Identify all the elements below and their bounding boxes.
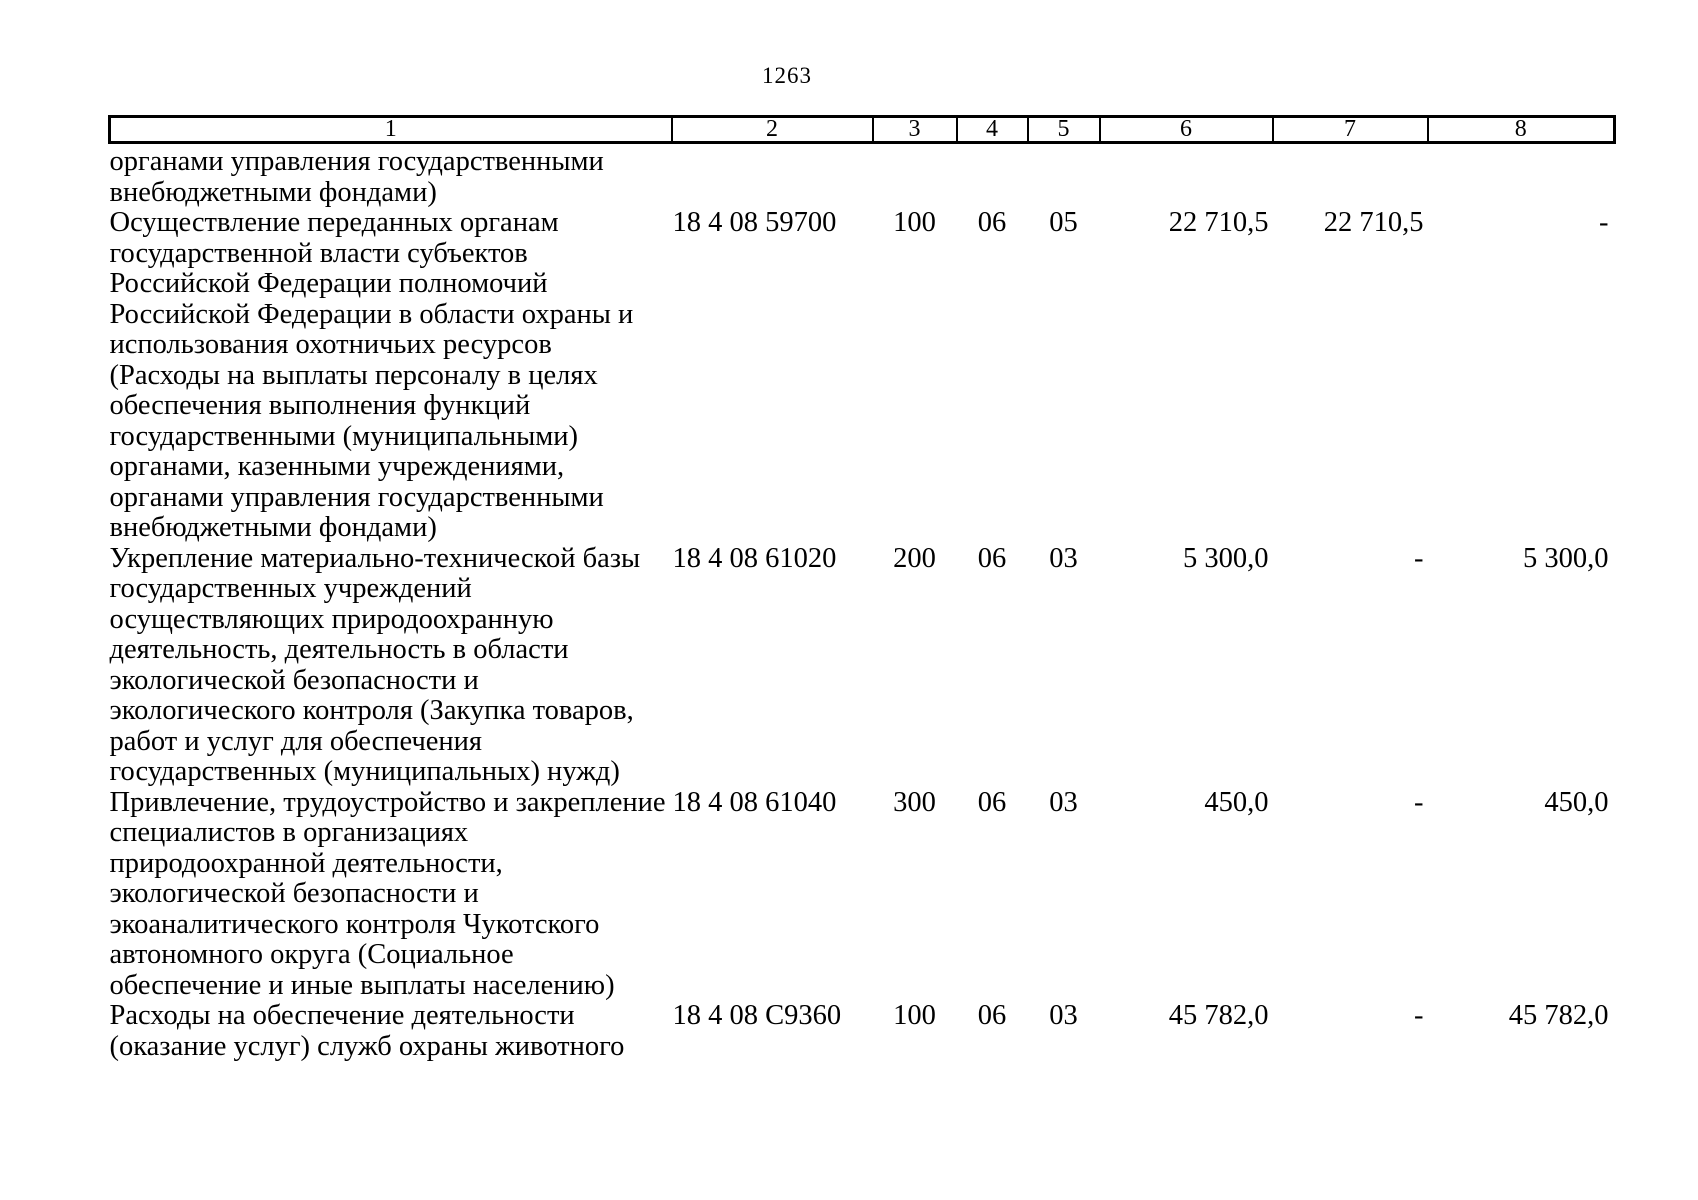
cell-code: 18 4 08 61020 [672,542,837,574]
cell-col7: - [1414,1000,1424,1031]
cell-col8 [1428,143,1615,209]
cell-col4: 06 [977,542,1007,574]
column-header-8: 8 [1426,115,1616,144]
cell-col8: 450,0 [1544,786,1609,818]
column-header-6: 6 [1098,115,1274,144]
cell-col3: 100 [893,207,936,238]
cell-code [672,143,873,209]
cell-col4: 06 [977,1000,1007,1031]
cell-name: Расходы на обеспечение деятельности (ока… [109,1000,625,1062]
cell-col7: - [1414,542,1424,574]
cell-col3: 100 [893,1000,936,1031]
cell-col3 [873,143,957,209]
page-number: 1263 [762,63,812,88]
cell-col5: 03 [1049,1000,1078,1031]
cell-col7 [1273,143,1428,209]
cell-col6: 5 300,0 [1183,542,1269,574]
table-row: Осуществление переданных органам государ… [109,207,1615,544]
cell-col8: 45 782,0 [1508,1000,1609,1031]
cell-col5: 03 [1049,786,1078,818]
column-header-2: 2 [670,115,874,144]
column-header-4: 4 [955,115,1029,144]
cell-name: органами управления государственными вне… [109,146,604,208]
column-header-7: 7 [1271,115,1429,144]
cell-col5: 03 [1049,542,1078,574]
table-row: Укрепление материально-технической базы … [109,542,1615,788]
cell-col5 [1028,143,1100,209]
cell-col8: 5 300,0 [1523,542,1609,574]
cell-code: 18 4 08 59700 [672,207,837,238]
cell-col6: 45 782,0 [1168,1000,1269,1031]
column-header-3: 3 [871,115,958,144]
cell-col6: 450,0 [1204,786,1269,818]
cell-col8: - [1599,207,1609,238]
cell-name: Укрепление материально-технической базы … [109,542,641,787]
column-header-5: 5 [1026,115,1101,144]
cell-col6: 22 710,5 [1168,207,1269,238]
cell-code: 18 4 08 C9360 [672,1000,842,1031]
cell-col6 [1100,143,1273,209]
cell-col7: 22 710,5 [1323,207,1424,238]
cell-col4: 06 [977,786,1007,818]
cell-col5: 05 [1049,207,1078,238]
column-header-1: 1 [108,115,673,144]
table-row: органами управления государственными вне… [110,143,1615,209]
cell-col4 [957,143,1028,209]
cell-code: 18 4 08 61040 [672,786,837,818]
cell-col7: - [1414,786,1424,818]
cell-col3: 200 [893,542,936,574]
cell-col4: 06 [977,207,1007,238]
cell-col3: 300 [893,786,936,818]
cell-name: Привлечение, трудоустройство и закреплен… [109,786,666,1001]
cell-name: Осуществление переданных органам государ… [109,207,634,543]
table-row: Привлечение, трудоустройство и закреплен… [109,786,1615,1002]
budget-table: 1 2 3 4 5 6 7 8 органами управления госу… [108,115,1616,1062]
table-header-row: 1 2 3 4 5 6 7 8 [108,115,1616,144]
table-row: Расходы на обеспечение деятельности (ока… [109,1000,1615,1062]
